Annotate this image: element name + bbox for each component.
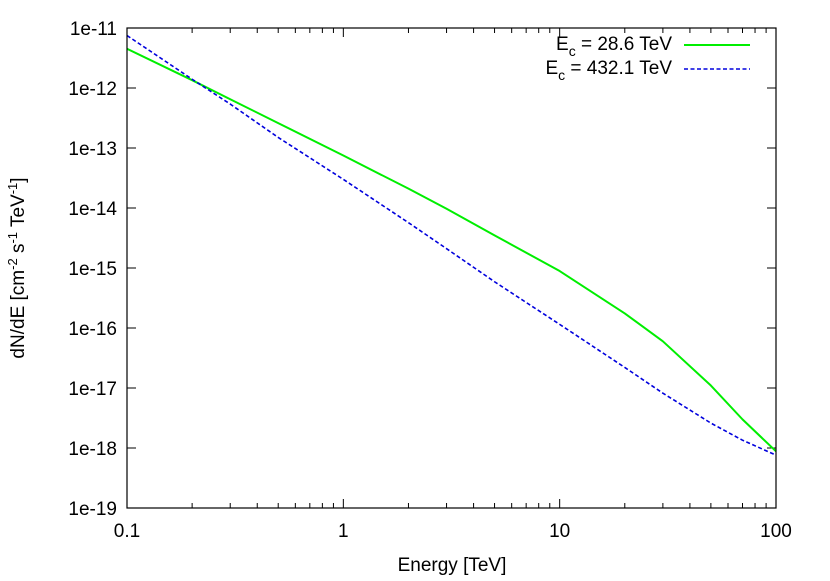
- x-tick-label: 1: [338, 521, 349, 542]
- legend-label-ec-432-1: Ec = 432.1 TeV: [545, 58, 672, 83]
- x-axis-title: Energy [TeV]: [398, 555, 507, 576]
- y-tick-label: 1e-11: [70, 19, 117, 40]
- y-tick-label: 1e-18: [68, 439, 117, 460]
- tick-labels: 0.1 1 10 100 1e-19 1e-18 1e-17 1e-16 1e-15 1e-14 1…: [68, 19, 791, 542]
- series-group: [126, 34, 777, 456]
- legend: Ec = 28.6 TeV Ec = 432.1 TeV: [545, 34, 750, 83]
- x-tick-label: 10: [549, 521, 570, 542]
- y-axis-title: dN/dE [cm-2 s-1 TeV-1]: [5, 177, 29, 358]
- series-line-1: [126, 34, 777, 456]
- ticks: [126, 27, 777, 509]
- y-tick-label: 1e-12: [68, 79, 117, 100]
- x-tick-label: 0.1: [114, 521, 140, 542]
- series-line-0: [126, 47, 777, 453]
- y-tick-label: 1e-19: [68, 499, 117, 520]
- y-tick-label: 1e-13: [68, 139, 117, 160]
- y-tick-label: 1e-16: [68, 319, 117, 340]
- legend-label-ec-28-6: Ec = 28.6 TeV: [556, 34, 672, 59]
- y-tick-label: 1e-15: [68, 259, 117, 280]
- y-tick-label: 1e-17: [68, 379, 117, 400]
- x-tick-label: 100: [760, 521, 792, 542]
- y-tick-label: 1e-14: [68, 199, 117, 220]
- plot-frame: [126, 27, 777, 509]
